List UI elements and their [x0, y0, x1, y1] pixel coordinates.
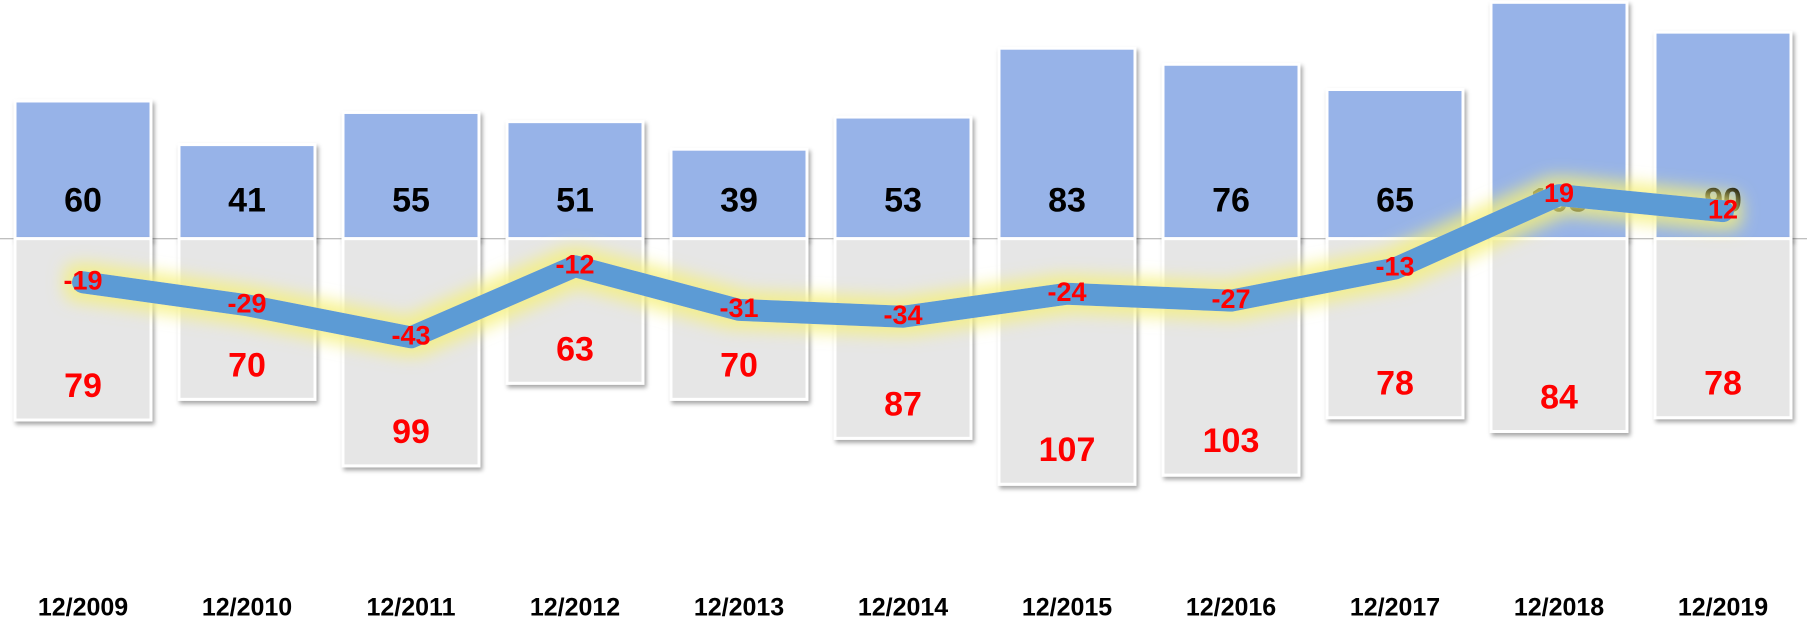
x-tick-label: 12/2011 — [367, 594, 456, 622]
x-tick-label: 12/2009 — [38, 594, 128, 622]
line-value-label: -24 — [1047, 277, 1086, 307]
value-label: 83 — [1048, 182, 1086, 220]
value-label: 84 — [1540, 378, 1578, 416]
line-value-label: -29 — [227, 288, 266, 318]
x-tick-label: 12/2017 — [1350, 594, 1440, 622]
bar — [997, 237, 1137, 486]
x-tick-label: 12/2016 — [1186, 594, 1276, 622]
bar — [833, 237, 973, 440]
bar — [341, 110, 481, 241]
line-value-label: 12 — [1708, 194, 1738, 224]
line-value-label: -12 — [555, 249, 594, 279]
bar — [341, 237, 481, 468]
bar — [1489, 237, 1629, 433]
value-label: 79 — [64, 367, 102, 405]
value-label: 70 — [228, 346, 266, 384]
bar — [1161, 237, 1301, 477]
x-tick-label: 12/2013 — [694, 594, 784, 622]
value-label: 60 — [64, 182, 102, 220]
x-tick-label: 12/2010 — [202, 594, 292, 622]
bar — [833, 115, 973, 241]
bar — [505, 120, 645, 241]
bar — [1161, 62, 1301, 241]
value-label: 65 — [1376, 182, 1414, 220]
value-label: 70 — [720, 346, 758, 384]
bar — [1325, 88, 1465, 241]
line-value-label: -34 — [883, 300, 922, 330]
value-label: 53 — [884, 182, 922, 220]
value-label: 107 — [1039, 431, 1096, 469]
value-label: 103 — [1203, 422, 1260, 460]
value-label: 55 — [392, 182, 430, 220]
value-label: 87 — [884, 385, 922, 423]
value-label: 51 — [556, 182, 594, 220]
value-label: 63 — [556, 330, 594, 368]
x-tick-label: 12/2019 — [1678, 594, 1768, 622]
line-value-label: -31 — [719, 293, 758, 323]
x-tick-label: 12/2014 — [858, 594, 948, 622]
line-value-label: 19 — [1544, 178, 1574, 208]
value-label: 99 — [392, 413, 430, 451]
line-value-label: -27 — [1211, 284, 1250, 314]
value-label: 78 — [1704, 365, 1742, 403]
value-label: 41 — [228, 182, 266, 220]
bar — [997, 46, 1137, 241]
bar — [1653, 237, 1793, 420]
x-tick-label: 12/2015 — [1022, 594, 1112, 622]
line-value-label: -19 — [63, 265, 102, 295]
line-value-label: -13 — [1375, 252, 1414, 282]
bar — [13, 237, 153, 422]
value-label: 76 — [1212, 182, 1250, 220]
line-value-label: -43 — [391, 321, 430, 351]
x-tick-label: 12/2018 — [1514, 594, 1604, 622]
bar — [177, 143, 317, 241]
line — [72, 184, 1734, 349]
value-label: 78 — [1376, 365, 1414, 403]
value-label: 39 — [720, 182, 758, 220]
x-tick-label: 12/2012 — [530, 594, 620, 622]
